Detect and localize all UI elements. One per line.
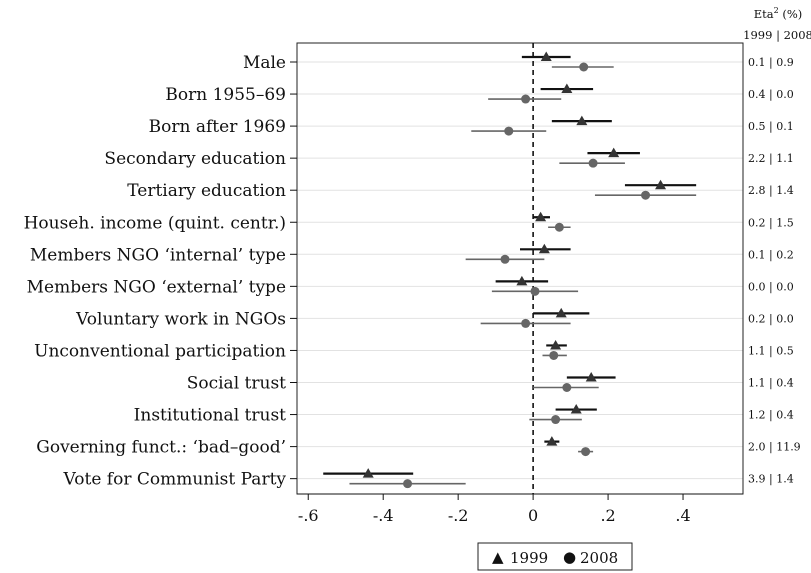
point-marker-2008 bbox=[403, 479, 413, 489]
y-ticks bbox=[290, 61, 297, 480]
point-marker-2008 bbox=[530, 286, 540, 296]
confidence-intervals bbox=[323, 55, 697, 485]
eta-value: 3.9 | 1.4 bbox=[748, 473, 794, 487]
legend-circle-icon: ● bbox=[563, 548, 576, 566]
eta-value: 0.2 | 0.0 bbox=[748, 312, 794, 326]
point-marker-2008 bbox=[588, 158, 598, 168]
category-label: Househ. income (quint. centr.) bbox=[24, 213, 286, 233]
category-label: Unconventional participation bbox=[34, 341, 286, 361]
x-tick-label: .2 bbox=[600, 506, 615, 525]
point-marker-2008 bbox=[562, 383, 572, 392]
eta-value: 2.8 | 1.4 bbox=[748, 184, 794, 198]
category-label: Members NGO ‘external’ type bbox=[27, 277, 286, 297]
eta-value: 1.1 | 0.4 bbox=[748, 377, 794, 391]
point-marker-2008 bbox=[551, 415, 561, 425]
point-marker-2008 bbox=[641, 190, 651, 200]
eta-value: 0.2 | 1.5 bbox=[748, 216, 794, 230]
eta-value: 1.1 | 0.5 bbox=[748, 344, 794, 358]
point-marker-1999 bbox=[608, 147, 620, 158]
eta-value: 2.2 | 1.1 bbox=[748, 152, 794, 166]
x-tick-label: -.6 bbox=[298, 506, 319, 525]
point-marker-1999 bbox=[585, 372, 597, 382]
x-tick-label: -.2 bbox=[448, 506, 469, 525]
category-labels: Male Born 1955–69 Born after 1969 Secondary… bbox=[24, 53, 287, 490]
point-marker-2008 bbox=[581, 447, 591, 457]
x-tick-label: .4 bbox=[675, 506, 690, 525]
point-marker-2008 bbox=[500, 254, 510, 264]
eta-value: 1.2 | 0.4 bbox=[748, 409, 794, 423]
category-label: Governing funct.: ‘bad–good’ bbox=[36, 438, 286, 458]
point-marker-1999 bbox=[655, 179, 667, 190]
point-marker-1999 bbox=[546, 436, 558, 446]
point-marker-2008 bbox=[521, 318, 531, 328]
category-label: Male bbox=[243, 53, 286, 73]
x-tick-label: 0 bbox=[528, 506, 538, 525]
legend-label-1999: 1999 bbox=[510, 549, 548, 567]
eta-header: Eta2 (%) 1999 | 2008 bbox=[743, 6, 811, 43]
point-marker-2008 bbox=[549, 350, 559, 360]
point-marker-1999 bbox=[576, 115, 588, 126]
x-tick-label: -.4 bbox=[373, 506, 394, 525]
category-label: Born after 1969 bbox=[149, 117, 286, 137]
point-marker-1999 bbox=[535, 211, 547, 222]
eta-header-years: 1999 | 2008 bbox=[743, 28, 811, 43]
point-marker-2008 bbox=[521, 94, 531, 104]
point-marker-1999 bbox=[561, 83, 573, 94]
category-label: Born 1955–69 bbox=[165, 85, 286, 105]
category-label: Members NGO ‘internal’ type bbox=[30, 245, 286, 265]
legend: ▲ 1999 ● 2008 bbox=[477, 542, 633, 571]
point-marker-2008 bbox=[579, 62, 589, 72]
legend-triangle-icon: ▲ bbox=[492, 548, 504, 566]
category-label: Social trust bbox=[187, 374, 286, 394]
point-marker-1999 bbox=[555, 307, 567, 318]
legend-label-2008: 2008 bbox=[580, 549, 618, 567]
plot-frame bbox=[296, 42, 744, 495]
category-label: Tertiary education bbox=[127, 181, 286, 201]
category-label: Secondary education bbox=[104, 149, 286, 169]
gridlines bbox=[297, 61, 743, 480]
eta-value: 0.5 | 0.1 bbox=[748, 120, 794, 134]
point-estimates bbox=[362, 51, 667, 489]
point-marker-1999 bbox=[538, 243, 550, 254]
eta-values: 0.1 | 0.9 0.4 | 0.0 0.5 | 0.1 2.2 | 1.1 2.8 … bbox=[748, 56, 801, 487]
eta-value: 0.0 | 0.0 bbox=[748, 280, 794, 294]
point-marker-1999 bbox=[550, 339, 562, 350]
point-marker-1999 bbox=[540, 51, 552, 61]
legend-box bbox=[477, 542, 633, 571]
eta-value: 0.1 | 0.9 bbox=[748, 56, 794, 70]
point-marker-2008 bbox=[554, 222, 564, 232]
category-label: Institutional trust bbox=[134, 406, 286, 426]
eta-value: 0.1 | 0.2 bbox=[748, 248, 794, 262]
point-marker-1999 bbox=[516, 275, 528, 286]
point-marker-2008 bbox=[504, 126, 514, 136]
category-label: Voluntary work in NGOs bbox=[75, 309, 286, 329]
point-marker-1999 bbox=[362, 468, 374, 478]
category-label: Vote for Communist Party bbox=[63, 470, 287, 490]
eta-value: 0.4 | 0.0 bbox=[748, 88, 794, 102]
point-marker-1999 bbox=[570, 404, 582, 414]
eta-header-title: Eta2 (%) bbox=[754, 6, 803, 21]
eta-value: 2.0 | 11.9 bbox=[748, 441, 801, 455]
x-axis: -.6 -.4 -.2 0 .2 .4 bbox=[297, 493, 743, 525]
